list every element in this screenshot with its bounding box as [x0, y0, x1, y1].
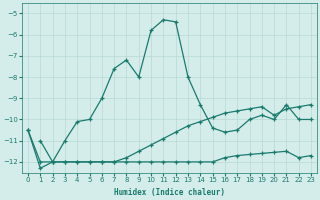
X-axis label: Humidex (Indice chaleur): Humidex (Indice chaleur)	[114, 188, 225, 197]
